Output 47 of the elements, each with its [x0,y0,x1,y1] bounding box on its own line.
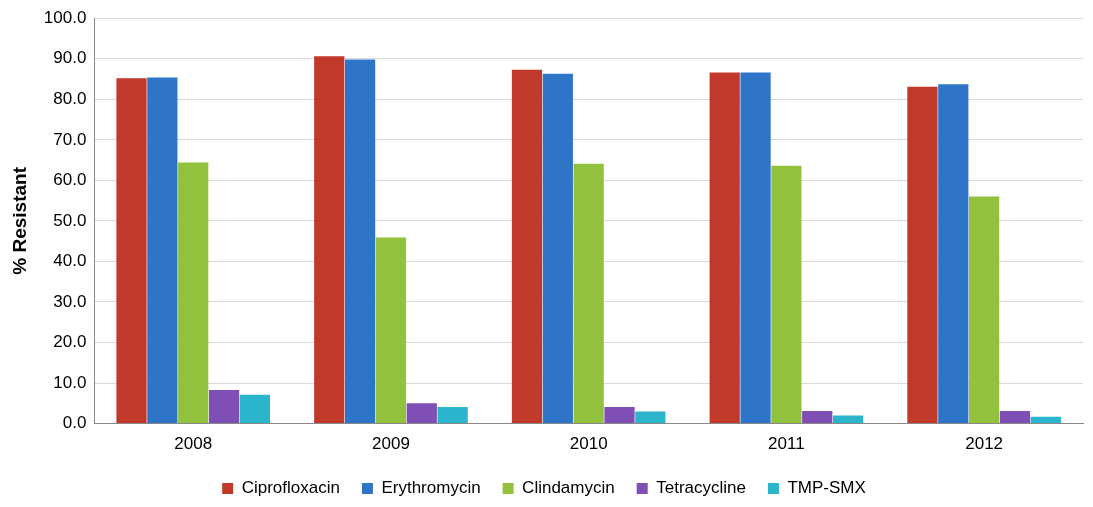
bar [239,394,271,424]
y-tick-label: 10.0 [53,372,87,392]
bar [573,163,604,424]
y-tick-label: 80.0 [53,88,87,108]
y-tick-label: 70.0 [53,129,87,149]
bar [802,411,833,424]
y-tick-label: 90.0 [53,48,87,68]
x-tick-label: 2012 [965,434,1004,454]
legend-label: Ciprofloxacin [241,478,340,498]
bar [511,69,543,424]
bar [938,84,969,424]
bar [344,59,376,424]
bar [635,411,666,424]
bar [147,77,178,424]
y-tick-label: 40.0 [53,251,87,271]
bar [208,389,240,424]
bar [771,165,802,424]
bar [740,72,771,424]
legend-label: Erythromycin [381,478,481,498]
y-tick-label: 50.0 [53,210,87,230]
bar [832,415,864,424]
bar [907,86,938,424]
bar [542,73,573,424]
bar [999,411,1031,424]
y-tick-label: 60.0 [53,170,87,190]
bar [314,56,345,424]
bar [969,196,1000,424]
x-tick-label: 2009 [372,434,410,454]
bar [1030,416,1061,424]
legend-label: Clindamycin [522,478,615,498]
y-tick-label: 0.0 [62,413,87,433]
bar [709,72,740,424]
legend-label: Tetracycline [656,478,746,498]
bar [116,78,147,424]
bar [375,237,407,424]
bar [604,406,635,424]
y-tick-label: 20.0 [53,332,87,352]
legend-label: TMP-SMX [787,478,866,498]
bar [437,406,468,424]
y-tick-label: 30.0 [53,291,87,311]
bar [406,403,437,424]
y-tick-label: 100.0 [43,7,87,27]
bar [178,162,209,424]
x-tick-label: 2011 [768,434,805,454]
x-tick-label: 2008 [174,434,213,454]
x-tick-label: 2010 [569,434,608,454]
y-axis-title: % Resistant [8,166,30,275]
